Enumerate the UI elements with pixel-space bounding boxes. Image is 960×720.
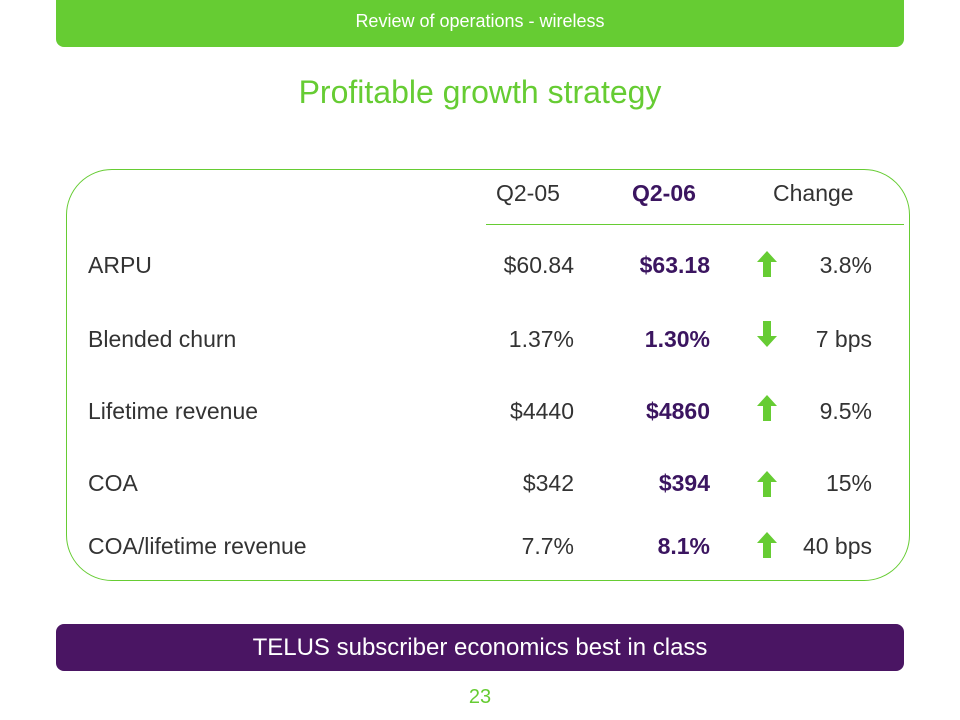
value-q206-blended-churn: 1.30% — [644, 326, 710, 352]
arrow-up-icon — [757, 395, 777, 421]
value-q205-coa-lifetime-revenue: 7.7% — [521, 533, 574, 559]
value-q205-arpu: $60.84 — [503, 252, 574, 278]
row-label-coa: COA — [88, 470, 138, 496]
page-number: 23 — [468, 686, 492, 708]
change-lifetime-revenue: 9.5% — [819, 398, 872, 424]
column-header-change: Change — [773, 180, 854, 206]
arrow-up-icon — [757, 251, 777, 277]
conclusion-text: TELUS subscriber economics best in class — [252, 634, 708, 661]
column-header-q205: Q2-05 — [496, 180, 560, 206]
value-q206-lifetime-revenue: $4860 — [646, 398, 710, 424]
conclusion-banner: TELUS subscriber economics best in class — [56, 624, 904, 671]
page-title: Profitable growth strategy — [298, 74, 662, 110]
value-q206-arpu: $63.18 — [639, 252, 710, 278]
change-arpu: 3.8% — [819, 252, 872, 278]
row-label-coa-lifetime-revenue: COA/lifetime revenue — [88, 533, 307, 559]
change-coa-lifetime-revenue: 40 bps — [802, 533, 872, 559]
value-q205-lifetime-revenue: $4440 — [510, 398, 574, 424]
change-blended-churn: 7 bps — [815, 326, 872, 352]
column-header-q206: Q2-06 — [632, 180, 696, 206]
section-header-text: Review of operations - wireless — [355, 11, 605, 31]
section-header-bar: Review of operations - wireless — [56, 0, 904, 47]
value-q205-coa: $342 — [522, 470, 574, 496]
arrow-down-icon — [757, 321, 777, 347]
row-label-lifetime-revenue: Lifetime revenue — [88, 398, 259, 424]
arrow-up-icon — [757, 471, 777, 497]
value-q205-blended-churn: 1.37% — [508, 326, 574, 352]
row-label-blended-churn: Blended churn — [88, 326, 237, 352]
row-label-arpu: ARPU — [88, 252, 152, 278]
value-q206-coa-lifetime-revenue: 8.1% — [657, 533, 710, 559]
arrow-up-icon — [757, 532, 777, 558]
header-divider — [486, 224, 904, 225]
metrics-frame — [66, 169, 910, 581]
value-q206-coa: $394 — [658, 470, 710, 496]
change-coa: 15% — [825, 470, 872, 496]
